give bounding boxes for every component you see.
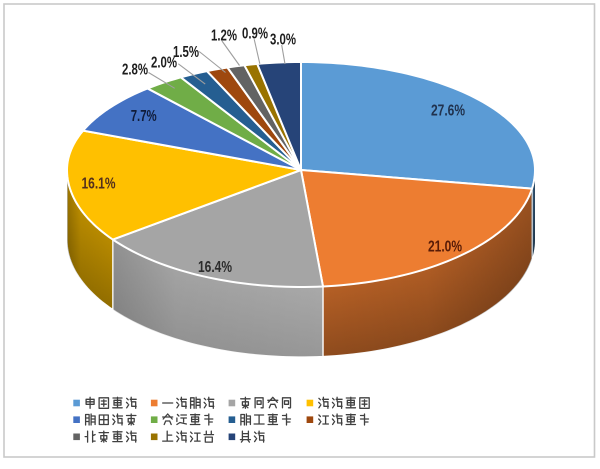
svg-text:2.0%: 2.0% <box>151 54 177 71</box>
svg-text:21.0%: 21.0% <box>428 238 462 255</box>
svg-text:3.0%: 3.0% <box>270 31 296 48</box>
svg-text:1.5%: 1.5% <box>173 44 199 61</box>
svg-text:16.1%: 16.1% <box>82 175 116 192</box>
svg-text:2.8%: 2.8% <box>122 61 148 78</box>
svg-text:7.7%: 7.7% <box>131 108 157 125</box>
svg-text:1.2%: 1.2% <box>211 27 237 44</box>
svg-text:0.9%: 0.9% <box>242 25 268 42</box>
svg-text:27.6%: 27.6% <box>431 102 465 119</box>
svg-text:16.4%: 16.4% <box>198 259 232 276</box>
